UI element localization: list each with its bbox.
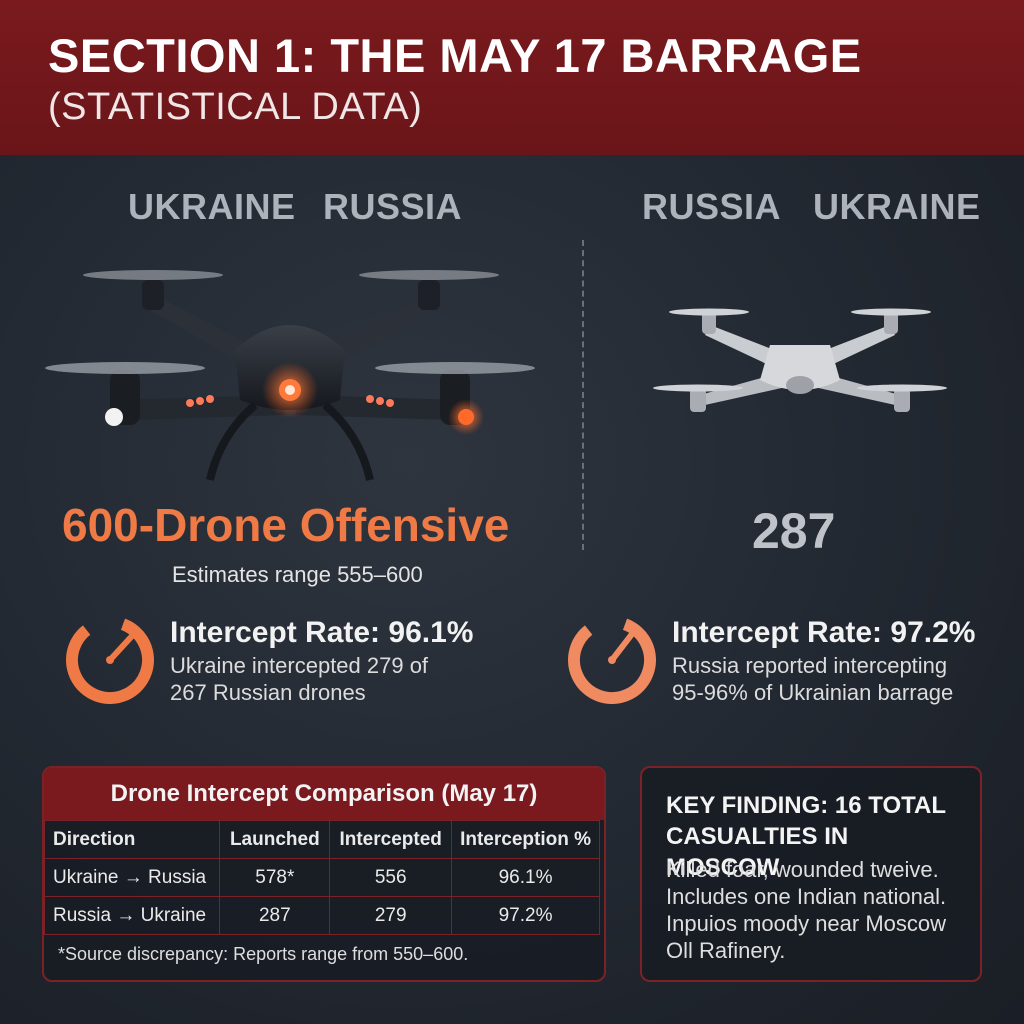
right-country-to: UKRAINE xyxy=(813,186,981,227)
table-header-cell: Direction xyxy=(44,820,221,859)
page-subtitle: (STATISTICAL DATA) xyxy=(48,86,423,128)
left-intercept-desc-2: 267 Russian drones xyxy=(170,680,366,705)
table-cell: Russia → Ukraine xyxy=(44,896,221,935)
left-intercept-desc-1: Ukraine intercepted 279 of xyxy=(170,653,429,678)
table-row: Ukraine → Russia 578* 556 96.1% xyxy=(44,858,600,897)
comparison-table-grid: Direction Launched Intercepted Intercept… xyxy=(44,820,600,935)
left-country-from: UKRAINE xyxy=(128,186,296,227)
table-row: Russia → Ukraine 287 279 97.2% xyxy=(44,896,600,935)
left-intercept-rate: Intercept Rate: 96.1% xyxy=(170,616,474,649)
offensive-estimate: Estimates range 555–600 xyxy=(172,562,423,587)
dark-drone-icon xyxy=(40,255,540,500)
table-cell: 556 xyxy=(329,858,453,897)
page-title: SECTION 1: THE MAY 17 BARRAGE xyxy=(48,29,862,82)
left-country-to: RUSSIA xyxy=(323,186,463,227)
table-title: Drone Intercept Comparison (May 17) xyxy=(44,768,604,820)
intercept-comparison-table: Drone Intercept Comparison (May 17) Dire… xyxy=(42,766,606,982)
key-finding-text: Killed foar, wounded tweive. Includes on… xyxy=(666,857,947,963)
table-cell: 96.1% xyxy=(451,858,600,897)
gauge-icon xyxy=(566,614,658,711)
russia-drone-count: 287 xyxy=(752,503,836,559)
gauge-icon xyxy=(64,614,156,711)
right-country-from: RUSSIA xyxy=(642,186,782,227)
offensive-headline: 600-Drone Offensive xyxy=(62,499,510,551)
table-footnote: *Source discrepancy: Reports range from … xyxy=(58,944,469,964)
right-intercept-desc-1: Russia reported intercepting xyxy=(672,653,948,678)
table-header-cell: Intercepted xyxy=(329,820,453,859)
table-cell: 287 xyxy=(219,896,331,935)
light-drone-icon xyxy=(650,300,950,435)
right-intercept-rate: Intercept Rate: 97.2% xyxy=(672,616,976,649)
table-header-cell: Launched xyxy=(219,820,331,859)
key-finding-box: KEY FINDING: 16 TOTAL CASUALTIES IN MOSC… xyxy=(640,766,982,982)
table-cell: 97.2% xyxy=(451,896,600,935)
table-cell: Ukraine → Russia xyxy=(44,858,221,897)
table-header-row: Direction Launched Intercepted Intercept… xyxy=(44,820,600,859)
panel-divider xyxy=(582,240,584,550)
table-cell: 279 xyxy=(329,896,453,935)
table-header-cell: Interception % xyxy=(451,820,600,859)
table-cell: 578* xyxy=(219,858,331,897)
key-finding-title: KEY FINDING: 16 TOTAL CASUALTIES IN MOSC… xyxy=(666,792,946,881)
header-banner: SECTION 1: THE MAY 17 BARRAGE (STATISTIC… xyxy=(0,0,1024,155)
right-intercept-desc-2: 95-96% of Ukrainian barrage xyxy=(672,680,954,705)
